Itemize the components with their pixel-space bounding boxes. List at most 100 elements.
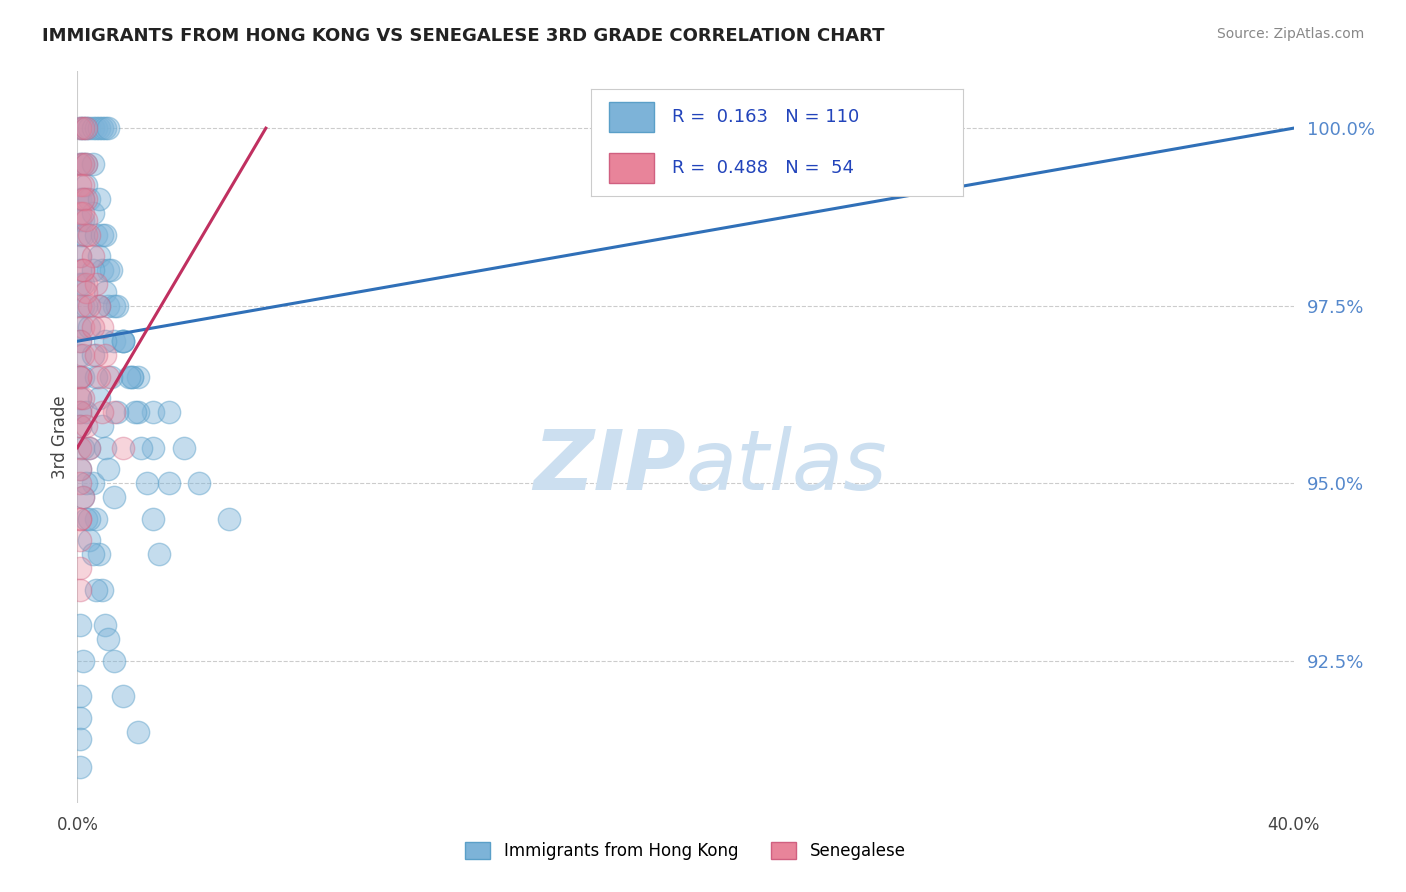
Point bbox=[75, 405, 97, 419]
Point bbox=[84, 369, 107, 384]
Point bbox=[127, 405, 149, 419]
Point bbox=[82, 348, 104, 362]
Point bbox=[93, 334, 115, 349]
Point bbox=[93, 227, 115, 242]
Point bbox=[124, 405, 146, 419]
Bar bbox=[609, 153, 654, 184]
Point bbox=[72, 299, 94, 313]
Point bbox=[75, 121, 97, 136]
Bar bbox=[609, 102, 654, 132]
Point bbox=[69, 121, 91, 136]
Point bbox=[93, 441, 115, 455]
Point bbox=[103, 299, 125, 313]
Point bbox=[111, 334, 134, 349]
Point bbox=[97, 299, 120, 313]
Point bbox=[72, 178, 94, 192]
Point bbox=[75, 156, 97, 170]
Point bbox=[90, 227, 112, 242]
Text: atlas: atlas bbox=[686, 425, 887, 507]
Point bbox=[75, 178, 97, 192]
Point bbox=[75, 419, 97, 434]
Point bbox=[79, 441, 101, 455]
Point bbox=[79, 533, 101, 547]
Point bbox=[84, 277, 107, 292]
Point bbox=[69, 277, 91, 292]
Point bbox=[111, 334, 134, 349]
Point bbox=[103, 334, 125, 349]
Point bbox=[69, 192, 91, 206]
Point bbox=[90, 121, 112, 136]
Point bbox=[127, 724, 149, 739]
Point bbox=[69, 249, 91, 263]
Point bbox=[79, 192, 101, 206]
Point bbox=[87, 249, 110, 263]
Point bbox=[142, 441, 165, 455]
Point bbox=[69, 369, 91, 384]
Point bbox=[82, 476, 104, 491]
Point bbox=[93, 285, 115, 299]
Point bbox=[87, 192, 110, 206]
Point bbox=[69, 582, 91, 597]
Point bbox=[887, 121, 910, 136]
Point bbox=[93, 618, 115, 632]
Point bbox=[72, 263, 94, 277]
Y-axis label: 3rd Grade: 3rd Grade bbox=[51, 395, 69, 479]
Point bbox=[121, 369, 143, 384]
Point bbox=[218, 512, 240, 526]
Point bbox=[82, 121, 104, 136]
Point bbox=[72, 654, 94, 668]
Point bbox=[69, 178, 91, 192]
Point bbox=[111, 441, 134, 455]
Point bbox=[82, 547, 104, 561]
Point bbox=[72, 206, 94, 220]
Point bbox=[69, 213, 91, 227]
Point bbox=[72, 320, 94, 334]
Point bbox=[69, 441, 91, 455]
Point bbox=[93, 121, 115, 136]
Point bbox=[69, 690, 91, 704]
Point bbox=[75, 192, 97, 206]
Point bbox=[69, 334, 91, 349]
Point bbox=[72, 192, 94, 206]
Point bbox=[97, 462, 120, 476]
Point bbox=[69, 391, 91, 405]
Point bbox=[72, 491, 94, 505]
Point bbox=[72, 192, 94, 206]
Point bbox=[69, 348, 91, 362]
Text: IMMIGRANTS FROM HONG KONG VS SENEGALESE 3RD GRADE CORRELATION CHART: IMMIGRANTS FROM HONG KONG VS SENEGALESE … bbox=[42, 27, 884, 45]
Text: Source: ZipAtlas.com: Source: ZipAtlas.com bbox=[1216, 27, 1364, 41]
Point bbox=[72, 121, 94, 136]
Point bbox=[69, 227, 91, 242]
Point bbox=[129, 441, 152, 455]
Point bbox=[69, 369, 91, 384]
Point bbox=[69, 320, 91, 334]
Point bbox=[82, 320, 104, 334]
Point bbox=[121, 369, 143, 384]
Point bbox=[69, 710, 91, 724]
Point bbox=[69, 512, 91, 526]
Point bbox=[103, 405, 125, 419]
Point bbox=[72, 213, 94, 227]
Point bbox=[75, 156, 97, 170]
Point bbox=[69, 334, 91, 349]
Point bbox=[72, 369, 94, 384]
Point bbox=[72, 263, 94, 277]
Point bbox=[157, 405, 180, 419]
Point bbox=[84, 227, 107, 242]
Point bbox=[69, 156, 91, 170]
Point bbox=[72, 156, 94, 170]
Point bbox=[69, 391, 91, 405]
Point bbox=[69, 419, 91, 434]
Point bbox=[90, 419, 112, 434]
Point bbox=[105, 299, 128, 313]
Point bbox=[72, 491, 94, 505]
Point bbox=[188, 476, 211, 491]
Point bbox=[118, 369, 141, 384]
Point bbox=[87, 121, 110, 136]
Point bbox=[90, 582, 112, 597]
Point bbox=[136, 476, 159, 491]
Point bbox=[79, 512, 101, 526]
Point bbox=[69, 419, 91, 434]
Point bbox=[173, 441, 195, 455]
Point bbox=[84, 121, 107, 136]
